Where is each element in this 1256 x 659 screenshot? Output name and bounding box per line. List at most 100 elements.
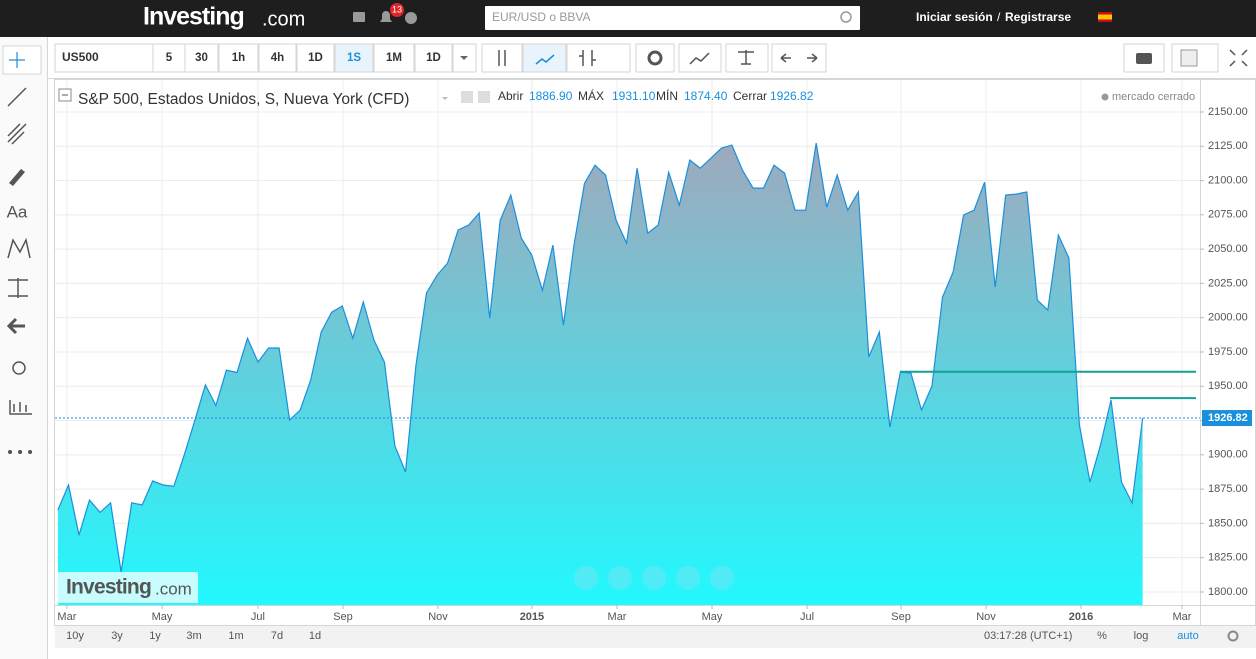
back-tool[interactable]	[6, 317, 25, 335]
x-tick-label: May	[702, 611, 723, 623]
auto-toggle[interactable]: auto	[1177, 630, 1198, 642]
search-icon[interactable]	[840, 11, 852, 23]
eye-icon[interactable]	[461, 91, 473, 103]
indicators-icon	[689, 52, 710, 65]
nav-zoom-in[interactable]	[676, 566, 700, 590]
interval-button[interactable]	[334, 43, 374, 73]
interval-label[interactable]: 1S	[347, 52, 361, 64]
interval-label[interactable]: 5	[166, 52, 173, 64]
y-tick-label: 2075.00	[1208, 209, 1248, 221]
register-link[interactable]: Registrarse	[1005, 10, 1071, 24]
area-button[interactable]	[522, 43, 567, 73]
interval-button[interactable]	[414, 43, 453, 73]
area-icon	[535, 54, 555, 65]
timezone: (UTC+1)	[1030, 630, 1072, 642]
percent-toggle[interactable]: %	[1097, 630, 1107, 642]
logo[interactable]: Investing	[143, 3, 245, 31]
interval-label[interactable]: 1D	[426, 52, 441, 64]
interval-label[interactable]: 4h	[271, 52, 284, 64]
x-tick-label: Mar	[1173, 611, 1192, 623]
interval-label[interactable]: 30	[195, 52, 208, 64]
bars-button[interactable]	[566, 43, 631, 73]
interval-button[interactable]	[258, 43, 297, 73]
candle-icon	[498, 50, 506, 66]
fib-tool[interactable]	[7, 123, 27, 145]
y-tick-label: 1975.00	[1208, 346, 1248, 358]
bell-icon[interactable]	[380, 11, 392, 22]
y-tick-label: 1800.00	[1208, 586, 1248, 598]
range-button[interactable]: 3m	[186, 630, 201, 642]
nav-zoom-out[interactable]	[608, 566, 632, 590]
search-placeholder: EUR/USD o BBVA	[492, 10, 590, 24]
nav-reset[interactable]	[642, 566, 666, 590]
range-button[interactable]: 1y	[149, 630, 161, 642]
nav-left[interactable]	[574, 566, 598, 590]
x-tick-label: 2016	[1069, 611, 1093, 623]
flag-band	[1098, 14, 1112, 20]
camera-icon	[1136, 53, 1152, 64]
interval-button[interactable]	[373, 43, 415, 73]
interval-button[interactable]	[218, 43, 259, 73]
x-tick-label: 2015	[520, 611, 544, 623]
range-button[interactable]: 10y	[66, 630, 84, 642]
volume-tool[interactable]	[9, 400, 32, 415]
x-tick-label: Mar	[608, 611, 627, 623]
symbol[interactable]: US500	[62, 50, 99, 64]
plot	[55, 143, 1200, 605]
x-tick-label: Mar	[57, 611, 76, 623]
gear-small[interactable]	[478, 91, 490, 103]
y-tick-label: 2050.00	[1208, 243, 1248, 255]
interval-button[interactable]	[296, 43, 335, 73]
last-price-box	[1202, 410, 1252, 427]
color-swatch	[1180, 49, 1198, 67]
pattern-tool[interactable]	[7, 237, 31, 259]
x-tick-label: Sep	[333, 611, 353, 623]
price-line	[57, 143, 1144, 572]
candle-button[interactable]	[481, 43, 523, 73]
range-button[interactable]: 3y	[111, 630, 123, 642]
settings-button[interactable]	[635, 43, 675, 73]
portfolio-icon[interactable]	[353, 12, 365, 22]
range-button[interactable]: 1d	[309, 630, 321, 642]
login-link[interactable]: Iniciar sesión	[916, 10, 993, 24]
y-tick-label: 1900.00	[1208, 449, 1248, 461]
log-toggle[interactable]: log	[1134, 630, 1149, 642]
stat-value: 1926.82	[770, 89, 814, 103]
brush-tool[interactable]	[9, 169, 25, 186]
interval-label[interactable]: 1M	[386, 52, 402, 64]
clock-icon[interactable]	[405, 12, 417, 24]
x-tick-label: Jul	[251, 611, 265, 623]
title-caret[interactable]	[442, 97, 448, 100]
series-title: S&P 500, Estados Unidos, S, Nueva York (…	[78, 91, 409, 108]
footer-gear[interactable]	[1227, 630, 1239, 642]
line-tool[interactable]	[7, 87, 27, 107]
x-tick-label: Jul	[800, 611, 814, 623]
text-tool[interactable]: Aa	[7, 202, 28, 221]
range-button[interactable]: 7d	[271, 630, 283, 642]
zoom-tool[interactable]	[12, 361, 26, 375]
y-tick-label: 2150.00	[1208, 106, 1248, 118]
range-button[interactable]: 1m	[228, 630, 243, 642]
compare-button[interactable]	[725, 43, 769, 73]
nav-controls	[574, 566, 734, 590]
fullscreen-icon[interactable]	[1229, 49, 1248, 67]
status-dot	[1101, 93, 1109, 101]
measure-tool[interactable]	[8, 278, 28, 298]
interval-button[interactable]	[184, 43, 219, 73]
interval-label[interactable]: 1h	[232, 52, 245, 64]
stat-value: 1931.10	[612, 89, 656, 103]
logo-suffix[interactable]: .com	[262, 8, 305, 30]
x-tick-label: Nov	[428, 611, 448, 623]
gear-icon	[647, 50, 663, 66]
last-price-label: 1926.82	[1208, 412, 1248, 424]
badge	[390, 3, 404, 17]
indicators-button[interactable]	[678, 43, 722, 73]
nav-right[interactable]	[710, 566, 734, 590]
watermark-suffix: .com	[155, 579, 192, 598]
undo-redo[interactable]	[771, 43, 827, 73]
footer-bar	[55, 626, 1256, 648]
search-box[interactable]	[485, 6, 860, 30]
watermark: Investing	[66, 576, 151, 599]
interval-label[interactable]: 1D	[308, 52, 323, 64]
